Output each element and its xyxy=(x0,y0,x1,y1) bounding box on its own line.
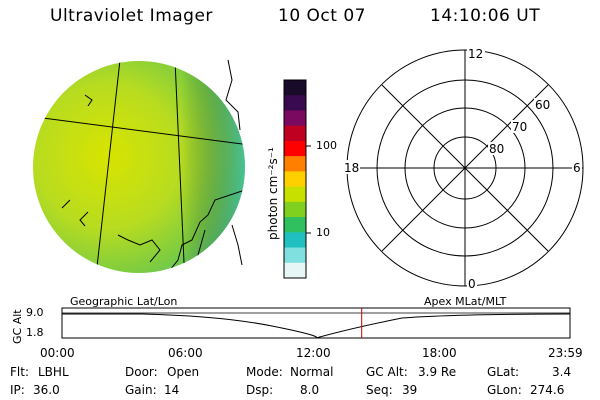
status-gcalt-label: GC Alt: xyxy=(366,365,408,379)
status-seq-label: Seq: xyxy=(366,383,393,397)
uv-image xyxy=(33,59,245,273)
status-ip-value: 36.0 xyxy=(33,383,60,397)
timeline-xtick-0000: 00:00 xyxy=(40,346,75,360)
status-flt-value: LBHL xyxy=(38,365,69,379)
status-gcalt-value: 3.9 Re xyxy=(418,365,457,379)
colorbar-band xyxy=(284,247,306,264)
instrument-title: Ultraviolet Imager xyxy=(50,6,213,26)
colorbar-band xyxy=(284,110,306,127)
colorbar-band xyxy=(284,217,306,233)
timeline-right-caption: Apex MLat/MLT xyxy=(424,295,507,308)
colorbar-band xyxy=(284,186,306,203)
colorbar-band xyxy=(284,156,306,172)
status-mode-value: Normal xyxy=(290,365,334,379)
status-flt-label: Flt: xyxy=(10,365,29,379)
status-glon-label: GLon: xyxy=(487,383,522,397)
colorbar-tick-100: 100 xyxy=(316,139,337,152)
status-gain-value: 14 xyxy=(164,383,180,397)
timeline-left-caption: Geographic Lat/Lon xyxy=(70,295,178,308)
status-dsp-label: Dsp: xyxy=(246,383,274,397)
colorbar-band xyxy=(284,232,306,249)
status-seq-value: 39 xyxy=(402,383,418,397)
status-door-label: Door: xyxy=(125,365,158,379)
image-time: 14:10:06 UT xyxy=(430,6,541,26)
status-glat-value: 3.4 xyxy=(552,365,572,379)
colorbar-unit-label: photon cm⁻²s⁻¹ xyxy=(266,147,280,240)
status-ip-label: IP: xyxy=(10,383,25,397)
altitude-curve xyxy=(62,313,571,339)
colorbar-tick-10: 10 xyxy=(316,226,330,239)
colorbar-band xyxy=(284,140,306,157)
mlt-label-12: 12 xyxy=(468,47,483,61)
status-door-value: Open xyxy=(167,365,200,379)
timeline-xtick-0600: 06:00 xyxy=(168,346,203,360)
polar-plot: 12 18 6 0 60 70 80 xyxy=(342,46,584,291)
timeline-axis-title: GC Alt xyxy=(11,309,24,344)
status-dsp-value: 8.0 xyxy=(300,383,320,397)
status-gain-label: Gain: xyxy=(125,383,157,397)
colorbar-band xyxy=(284,125,306,142)
colorbar-band xyxy=(284,201,306,218)
image-date: 10 Oct 07 xyxy=(278,6,366,26)
mlt-label-18: 18 xyxy=(344,161,359,175)
status-glon-value: 274.6 xyxy=(530,383,565,397)
timeline-xtick-1200: 12:00 xyxy=(296,346,331,360)
colorbar-band xyxy=(284,262,306,279)
timeline-xtick-2359: 23:59 xyxy=(548,346,583,360)
status-glat-label: GLat: xyxy=(487,365,520,379)
map-overlay xyxy=(33,61,245,273)
timeline-ytick-high: 9.0 xyxy=(26,306,44,319)
colorbar-band xyxy=(284,171,306,188)
lat-label-60: 60 xyxy=(535,98,550,112)
mlt-label-0: 0 xyxy=(468,277,476,291)
timeline-xtick-1800: 18:00 xyxy=(422,346,457,360)
colorbar-band xyxy=(284,80,306,96)
lat-label-80: 80 xyxy=(489,142,504,156)
mlt-label-6: 6 xyxy=(573,161,581,175)
colorbar xyxy=(283,79,311,279)
colorbar-band xyxy=(284,95,306,111)
timeline-ytick-low: 1.8 xyxy=(26,326,44,339)
altitude-timeline xyxy=(61,307,571,339)
status-mode-label: Mode: xyxy=(246,365,283,379)
lat-label-70: 70 xyxy=(512,120,527,134)
